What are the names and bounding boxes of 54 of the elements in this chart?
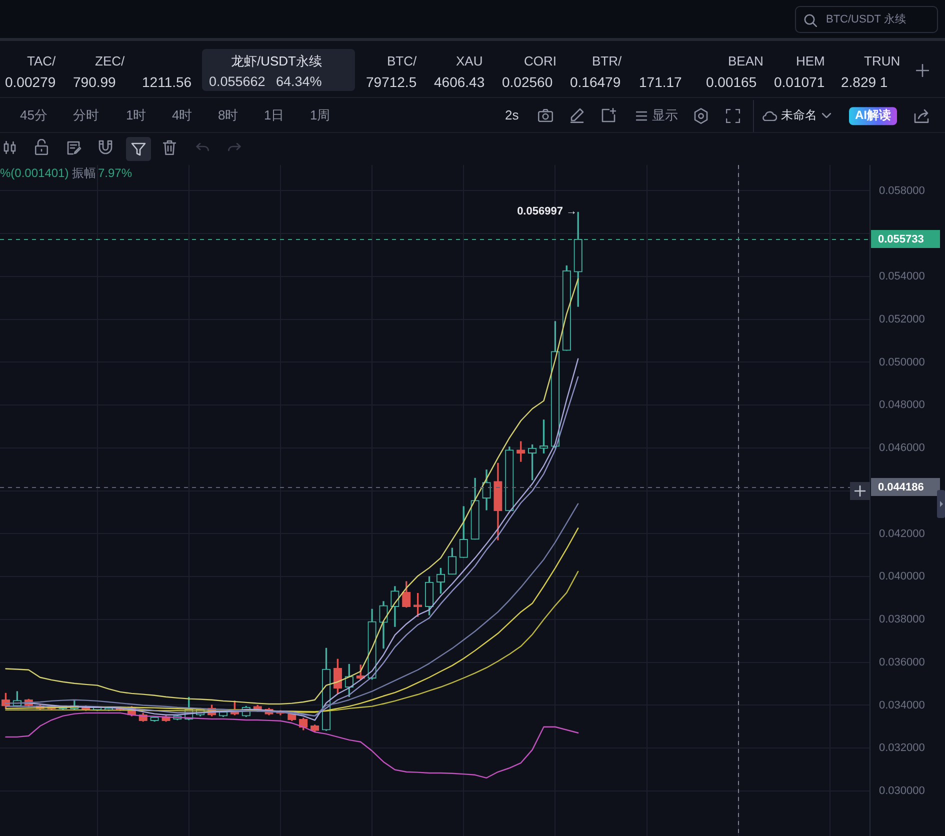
text: 分时 [73, 108, 99, 124]
text: 64.34% [276, 74, 322, 90]
text: BEAN [728, 54, 764, 70]
text: TAC/ [27, 54, 56, 70]
y-tick-label: 0.034000 [879, 699, 925, 712]
text: BTC/ [387, 54, 417, 70]
text: 未命名 [781, 108, 817, 123]
text: 171.17 [639, 74, 682, 90]
text: 790.99 [73, 74, 116, 90]
annotation: %(0.001401) [0, 166, 69, 181]
text: 龙虾/USDT永续 [231, 54, 322, 70]
y-tick-label: 0.038000 [879, 614, 925, 626]
text: 0.00279 [5, 74, 56, 90]
text: 8时 [218, 108, 238, 124]
y-tick-label: 0.046000 [879, 442, 925, 454]
text: 0.055662 [209, 74, 266, 90]
text: 0.00165 [706, 74, 757, 90]
text: 1时 [126, 108, 146, 124]
text: 0.16479 [570, 74, 621, 90]
ref-line-label: 0.044186 [878, 482, 924, 494]
y-tick-label: 0.048000 [879, 399, 925, 412]
y-tick-label: 0.058000 [879, 184, 925, 197]
y-tick-label: 0.042000 [879, 528, 925, 540]
text: AI解读 [849, 107, 897, 125]
y-tick-label: 0.032000 [879, 742, 925, 754]
text: XAU [456, 54, 483, 70]
text: ZEC/ [95, 54, 125, 70]
text: 0.02560 [502, 74, 553, 90]
text: 79712.5 [366, 74, 417, 90]
text: 45分 [20, 108, 48, 124]
annotation: 7.97% [98, 166, 132, 181]
text: TRUN [864, 54, 900, 70]
y-tick-label: 0.050000 [879, 356, 925, 368]
annotation: 振幅 [72, 166, 96, 181]
y-tick-label: 0.052000 [879, 313, 925, 326]
text: 4时 [172, 108, 192, 124]
text: 2s [505, 108, 519, 124]
text: 0.01071 [774, 74, 825, 90]
y-tick-label: 0.054000 [879, 270, 925, 283]
text: 1周 [310, 108, 330, 124]
text: 1日 [264, 108, 284, 124]
y-tick-label: 0.040000 [879, 570, 925, 583]
text: 4606.43 [434, 74, 485, 90]
text: HEM [796, 54, 825, 70]
text: 1211.56 [142, 74, 192, 90]
y-tick-label: 0.036000 [879, 656, 925, 668]
text: 显示 [652, 108, 678, 124]
text: BTC/USDT 永续 [826, 14, 906, 26]
text: CORI [524, 54, 556, 70]
annotation: 0.056997 → [517, 206, 577, 218]
ref-line-label: 0.055733 [878, 234, 924, 246]
text: 2.829 1 [841, 74, 888, 90]
y-tick-label: 0.030000 [879, 785, 925, 798]
text: BTR/ [592, 54, 622, 70]
